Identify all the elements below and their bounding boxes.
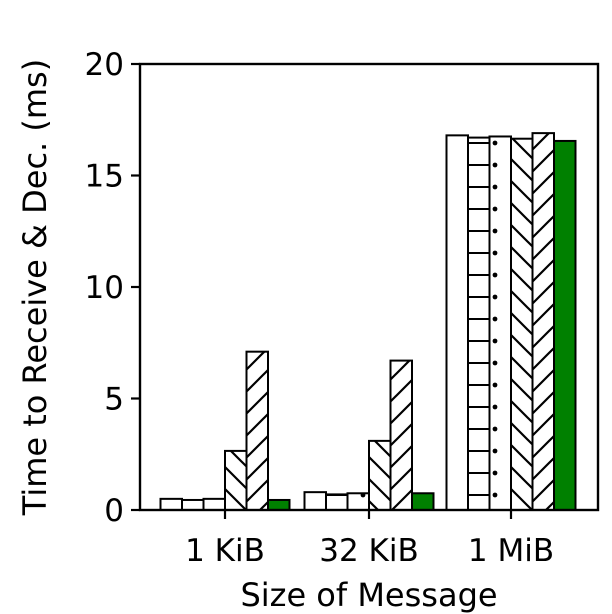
bar-series-6-1-kib bbox=[267, 498, 291, 511]
bar-series-2-1-kib bbox=[181, 498, 205, 511]
bar-series-4-32-kib bbox=[368, 439, 392, 511]
bar-series-1-1-kib bbox=[159, 497, 183, 512]
y-tick-label: 10 bbox=[85, 270, 124, 306]
bars-layer bbox=[159, 132, 577, 512]
x-tick-label: 32 KiB bbox=[319, 533, 419, 569]
y-axis: 0 5 10 15 20 bbox=[85, 47, 140, 529]
y-tick-label: 0 bbox=[104, 493, 124, 529]
bar-series-1-32-kib bbox=[303, 491, 327, 512]
bar-series-5-1-mib bbox=[531, 132, 555, 511]
bar-series-3-32-kib bbox=[346, 492, 370, 511]
bar-series-4-1-kib bbox=[224, 449, 248, 511]
bar-series-3-1-mib bbox=[488, 135, 512, 511]
bar-series-4-1-mib bbox=[510, 137, 534, 512]
bar-series-2-32-kib bbox=[325, 493, 349, 512]
bar-series-2-1-mib bbox=[467, 136, 491, 511]
x-tick-label: 1 KiB bbox=[185, 533, 265, 569]
bar-series-5-32-kib bbox=[389, 359, 413, 511]
bar-series-5-1-kib bbox=[245, 350, 269, 512]
x-tick-label: 1 MiB bbox=[468, 533, 554, 569]
x-axis: 1 KiB 32 KiB 1 MiB bbox=[185, 510, 554, 569]
bar-series-3-1-kib bbox=[202, 497, 226, 512]
x-axis-label: Size of Message bbox=[240, 576, 497, 614]
y-tick-label: 15 bbox=[85, 159, 124, 195]
bar-series-1-1-mib bbox=[445, 134, 469, 512]
bar-series-6-32-kib bbox=[411, 492, 435, 511]
y-tick-label: 5 bbox=[104, 382, 124, 418]
y-axis-label: Time to Receive & Dec. (ms) bbox=[16, 59, 54, 516]
bar-series-6-1-mib bbox=[553, 139, 577, 511]
y-tick-label: 20 bbox=[85, 47, 124, 83]
